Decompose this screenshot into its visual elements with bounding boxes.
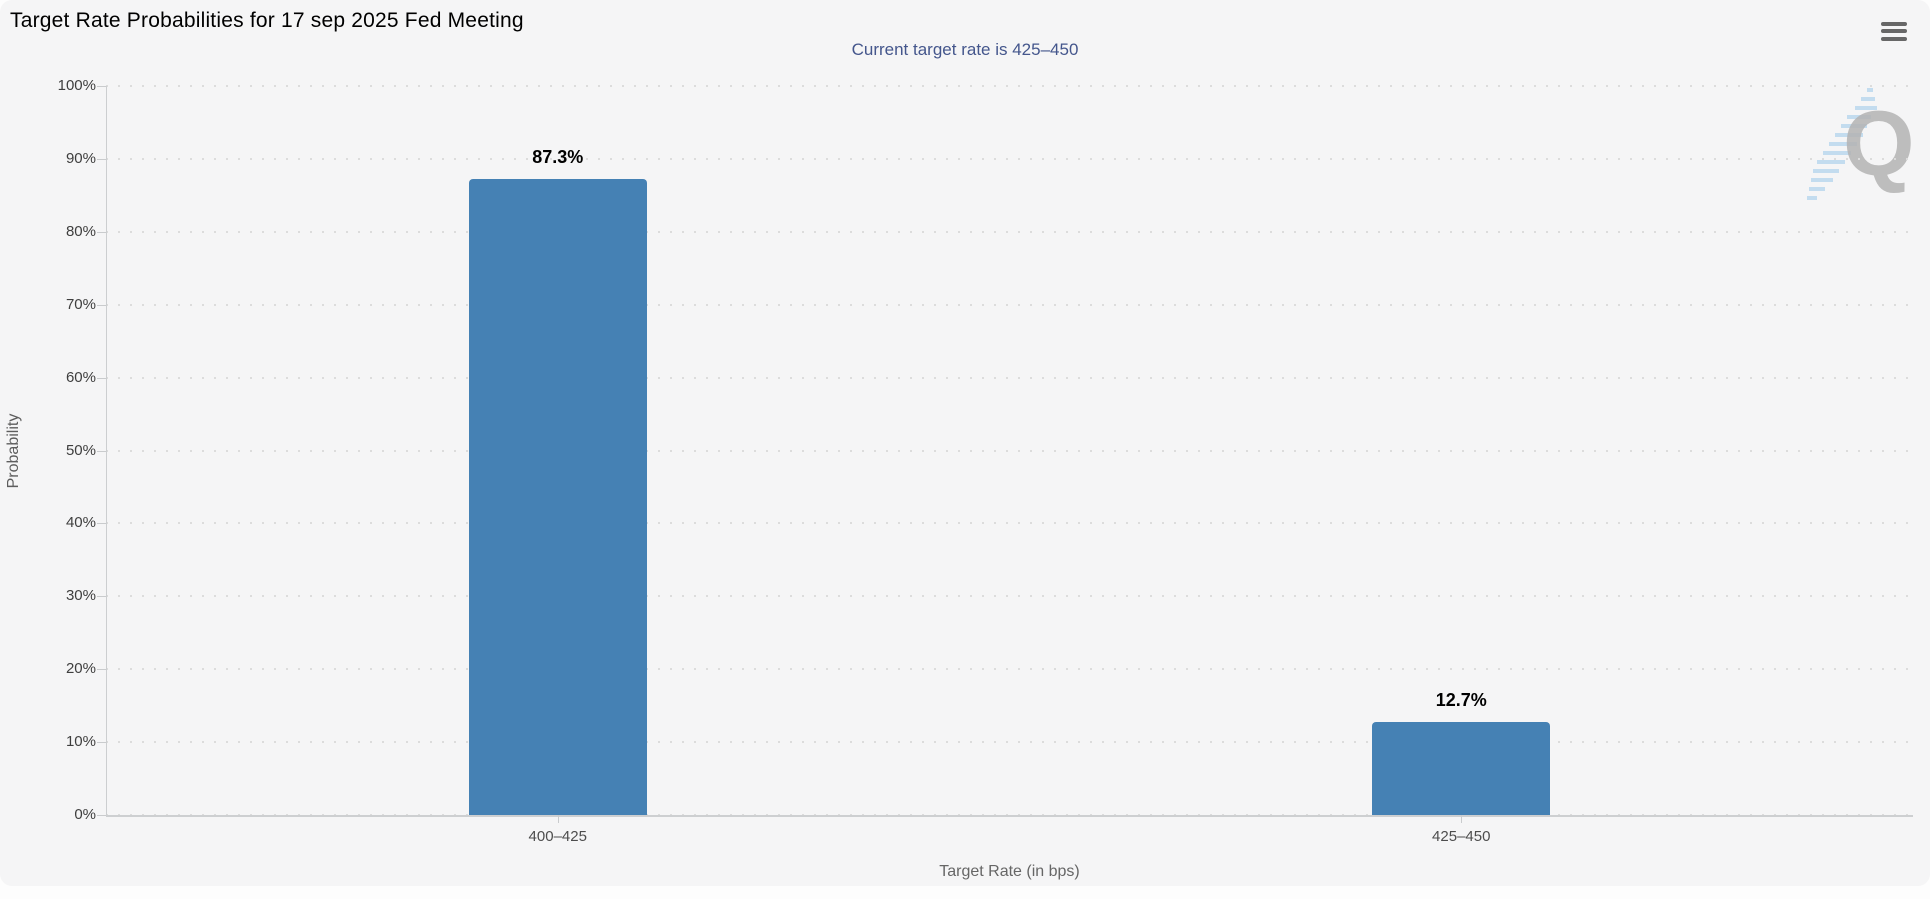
y-axis-tick <box>97 596 106 598</box>
y-axis-tick <box>97 669 106 671</box>
y-axis-tick-label: 50% <box>65 441 96 459</box>
y-axis-tick <box>97 523 106 525</box>
y-axis-tick <box>97 450 106 452</box>
y-axis-tick <box>97 377 106 379</box>
y-gridline <box>106 85 1913 87</box>
y-axis-tick-label: 90% <box>65 149 96 167</box>
y-gridline <box>106 595 1913 598</box>
bar-value-label: 87.3% <box>532 146 584 167</box>
y-axis-tick-label: 0% <box>74 806 96 823</box>
x-axis-tick <box>1461 815 1463 823</box>
bar-value-label: 12.7% <box>1435 690 1487 711</box>
y-axis-tick <box>97 86 106 87</box>
x-axis-tick-label: 400–425 <box>528 828 587 845</box>
y-axis-tick-label: 10% <box>65 733 96 751</box>
y-gridline <box>106 376 1913 379</box>
y-axis-line <box>106 86 107 815</box>
y-gridline <box>106 230 1913 233</box>
y-axis-tick <box>97 742 106 744</box>
y-gridline <box>106 449 1913 452</box>
y-gridline <box>106 741 1913 744</box>
x-axis-line <box>106 815 1913 817</box>
x-axis-title: Target Rate (in bps) <box>939 863 1080 880</box>
bar-425–450[interactable] <box>1372 722 1551 815</box>
watermark-streaks-icon <box>1807 88 1877 200</box>
y-axis-tick-label: 80% <box>65 222 96 240</box>
chart-subtitle: Current target rate is 425–450 <box>851 40 1079 59</box>
y-gridline <box>106 303 1913 306</box>
y-gridline <box>106 668 1913 671</box>
bar-400–425[interactable] <box>468 178 647 815</box>
y-axis-tick <box>97 304 106 306</box>
y-axis-tick <box>97 231 106 233</box>
y-gridline <box>106 157 1913 160</box>
y-axis-tick <box>97 158 106 160</box>
quikstrike-watermark: Q <box>1795 84 1925 214</box>
x-axis-tick <box>557 815 559 823</box>
hamburger-icon <box>1881 21 1907 41</box>
chart-title: Target Rate Probabilities for 17 sep 202… <box>10 9 524 32</box>
y-axis-tick <box>97 815 106 816</box>
y-gridline <box>106 522 1913 525</box>
chart-context-menu-button[interactable] <box>1876 14 1912 48</box>
y-axis-tick-label: 70% <box>65 295 96 313</box>
y-axis-tick-label: 20% <box>65 660 96 678</box>
y-axis-tick-label: 30% <box>65 587 96 605</box>
y-axis-tick-label: 40% <box>65 514 96 532</box>
x-axis-tick-label: 425–450 <box>1432 828 1491 845</box>
watermark-letter: Q <box>1843 93 1915 195</box>
y-axis-title: Probability <box>5 413 22 489</box>
y-axis-tick-label: 60% <box>65 368 96 386</box>
y-axis-tick-label: 100% <box>57 77 96 94</box>
